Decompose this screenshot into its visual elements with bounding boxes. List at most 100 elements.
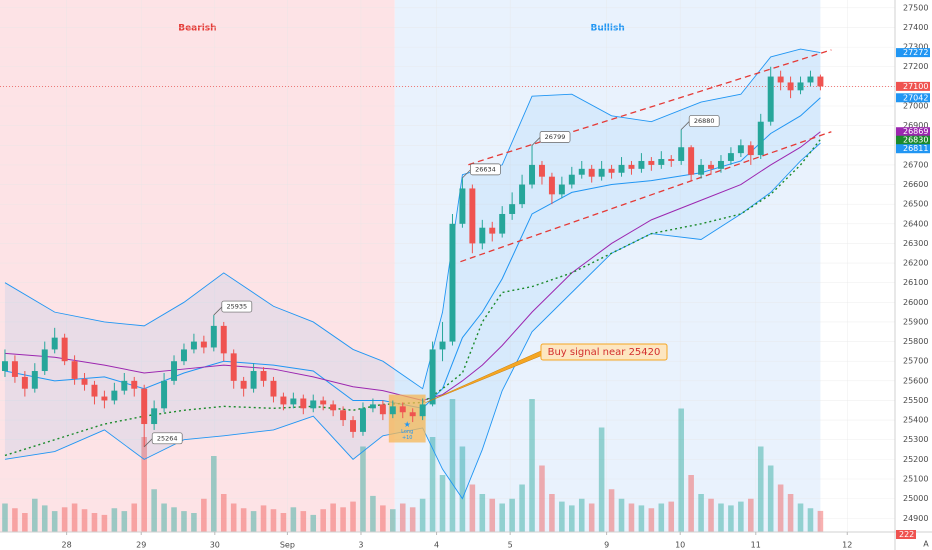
candle-body — [111, 390, 118, 401]
volume-bar — [250, 511, 257, 532]
callout-leader — [531, 137, 541, 146]
candle-body — [668, 159, 675, 161]
y-tick-label: 25900 — [903, 317, 928, 326]
volume-bar — [330, 503, 336, 532]
volume-bar — [260, 505, 267, 532]
entry-zone — [388, 394, 426, 443]
volume-bar — [489, 498, 496, 532]
callout-box — [688, 115, 720, 127]
volume-bar — [688, 475, 694, 532]
candle-body — [429, 349, 436, 405]
candle-body — [509, 204, 516, 214]
candle-body — [777, 76, 784, 83]
candle-body — [409, 412, 416, 417]
volume-bar — [310, 514, 317, 532]
candle-body — [240, 380, 247, 389]
candle-body — [608, 168, 615, 173]
region — [0, 0, 395, 532]
candle-body — [459, 188, 466, 224]
callout-label: 26880 — [694, 117, 715, 125]
volume-bar — [399, 503, 406, 532]
callout-label: 26634 — [475, 165, 496, 173]
volume-bar — [211, 456, 217, 532]
x-tick-label: 12 — [842, 541, 852, 550]
volume-bar — [598, 427, 605, 532]
volume-bar — [529, 399, 535, 532]
volume-bar — [191, 513, 197, 532]
volume-bar — [12, 508, 18, 532]
x-tick-label: 11 — [751, 541, 761, 550]
price-tag-label: 26869 — [903, 127, 928, 136]
candle-body — [31, 371, 38, 389]
volume-bar — [101, 514, 108, 532]
volume-bar — [380, 505, 386, 532]
x-tick-label: 29 — [136, 541, 146, 550]
candle-body — [71, 361, 78, 379]
y-tick-label: 24900 — [903, 514, 928, 523]
candle-body — [151, 408, 158, 425]
y-tick-label: 26400 — [903, 219, 928, 228]
price-tag-label: 26830 — [903, 136, 928, 145]
volume-bar — [370, 495, 376, 532]
candle-body — [61, 337, 68, 362]
candle-body — [469, 188, 476, 244]
volume-tag — [896, 530, 916, 539]
callout-box — [151, 432, 183, 445]
y-tick-label: 26500 — [903, 200, 928, 209]
region-label: Bullish — [590, 24, 624, 34]
candle-body — [419, 404, 426, 417]
candle-body — [519, 184, 526, 205]
candle-body — [21, 376, 28, 389]
y-tick-label: 25600 — [903, 376, 928, 385]
y-tick-label: 26100 — [903, 278, 928, 287]
volume-bar — [499, 503, 505, 532]
y-tick-label: 27000 — [903, 102, 928, 111]
volume-bar — [539, 465, 545, 532]
candle-body — [698, 164, 705, 175]
candle-body — [648, 160, 655, 165]
volume-bar — [469, 484, 476, 532]
candle-body — [588, 168, 595, 177]
y-tick-label: 27300 — [903, 43, 928, 52]
volume-bar — [678, 408, 684, 532]
callout-label: 25264 — [157, 434, 178, 442]
candle-body — [807, 76, 814, 83]
volume-bar — [549, 494, 555, 532]
entry-marker: ★ — [404, 420, 411, 429]
callout-leader — [462, 169, 471, 179]
volume-bar — [350, 501, 356, 532]
candle-body — [330, 404, 337, 411]
volume-bar — [81, 509, 88, 532]
callout-leader — [680, 121, 690, 130]
price-tag — [896, 93, 930, 103]
callout-leader — [143, 438, 153, 448]
volume-bar — [161, 503, 167, 532]
volume-bar — [787, 494, 794, 532]
volume-bar — [668, 501, 675, 532]
candle-body — [678, 147, 685, 161]
volume-bar — [51, 511, 58, 532]
volume-bar — [280, 513, 287, 532]
volume-layer — [2, 399, 824, 532]
candle-body — [171, 361, 178, 381]
x-tick-label: 5 — [508, 541, 513, 550]
volume-bar — [240, 508, 247, 532]
y-tick-label: 27400 — [903, 23, 928, 32]
candle-body — [708, 164, 715, 169]
volume-bar — [658, 503, 665, 532]
volume-bar — [797, 503, 804, 532]
volume-bar — [121, 511, 128, 532]
candle-body — [220, 325, 227, 354]
candle-body — [628, 164, 635, 169]
candle-body — [51, 337, 58, 350]
autoscale-button[interactable]: A — [923, 540, 929, 549]
volume-bar — [300, 511, 307, 532]
callout-box — [221, 300, 253, 313]
candle-body — [210, 325, 217, 348]
volume-bar — [61, 507, 68, 532]
volume-bar — [708, 498, 714, 532]
background-layer: Bearish Bullish — [0, 0, 821, 532]
candle-body — [399, 406, 406, 413]
candle-body — [638, 160, 645, 169]
volume-bar — [608, 489, 615, 532]
